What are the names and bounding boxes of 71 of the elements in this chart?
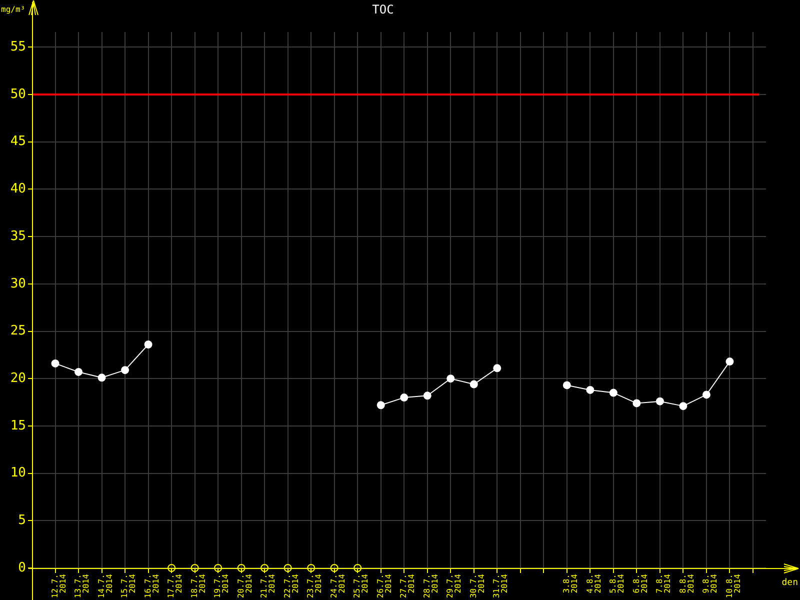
x-axis-title: den — [782, 578, 798, 588]
y-tick-label: 35 — [10, 228, 26, 244]
point — [400, 394, 408, 402]
point — [562, 381, 571, 390]
point — [679, 402, 688, 410]
y-axis-title: mg/m³ — [1, 5, 26, 14]
y-tick-label: 50 — [10, 86, 26, 102]
point — [144, 340, 152, 349]
x-tick-label: 5.8. 2014 — [608, 574, 626, 594]
point — [168, 564, 176, 572]
point — [51, 359, 60, 368]
y-tick-label: 15 — [10, 418, 26, 434]
y-tick-label: 20 — [10, 370, 26, 386]
point — [354, 564, 362, 572]
x-tick-label: 8.8. 2014 — [678, 574, 696, 594]
y-tick-label: 10 — [10, 466, 26, 481]
y-tick-label: 25 — [10, 324, 26, 339]
x-tick-label: 24.7. 2014 — [329, 574, 346, 598]
point — [493, 364, 502, 372]
y-tick-label: 30 — [10, 276, 26, 292]
point — [423, 392, 432, 400]
point — [330, 564, 338, 572]
point — [307, 564, 316, 572]
x-tick-label: 21.7. 2014 — [260, 574, 277, 598]
x-tick-label: 20.7. 2014 — [236, 574, 254, 598]
point — [98, 374, 106, 382]
x-tick-label: 25.7. 2014 — [352, 574, 370, 598]
point — [121, 366, 130, 374]
point — [190, 564, 199, 572]
point — [586, 386, 594, 394]
x-tick-label: 3.8. 2014 — [562, 574, 579, 594]
x-tick-label: 30.7. 2014 — [468, 574, 486, 598]
x-tick-label: 10.8. 2014 — [724, 574, 742, 598]
point — [609, 388, 618, 397]
x-tick-label: 6.8. 2014 — [632, 574, 649, 594]
point — [632, 399, 641, 408]
y-tick-label: 55 — [10, 40, 26, 55]
point — [214, 564, 222, 572]
x-tick-label: 9.8. 2014 — [702, 574, 719, 594]
point — [376, 401, 385, 410]
y-tick-label: 5 — [18, 513, 26, 528]
point — [470, 380, 478, 388]
x-tick-label: 19.7. 2014 — [213, 574, 230, 598]
point — [74, 368, 83, 376]
x-tick-label: 13.7. 2014 — [74, 574, 91, 598]
x-tick-label: 4.8. 2014 — [585, 574, 602, 594]
chart-title: TOC — [372, 2, 394, 16]
point — [237, 564, 246, 572]
x-tick-label: 15.7. 2014 — [120, 574, 138, 598]
x-tick-label: 29.7. 2014 — [446, 574, 463, 598]
x-tick-label: 22.7. 2014 — [282, 574, 300, 598]
x-tick-label: 17.7. 2014 — [166, 574, 184, 598]
x-tick-label: 12.7. 2014 — [50, 574, 68, 598]
x-tick-label: 31.7. 2014 — [492, 574, 510, 598]
x-tick-label: 18.7. 2014 — [190, 574, 207, 598]
x-tick-label: 27.7. 2014 — [399, 574, 416, 598]
x-tick-label: 26.7. 2014 — [376, 574, 393, 598]
x-tick-label: 23.7. 2014 — [306, 574, 324, 598]
x-tick-label: 14.7. 2014 — [96, 574, 114, 598]
y-tick-label: 40 — [10, 182, 26, 197]
x-tick-label: 28.7. 2014 — [422, 574, 440, 598]
y-tick-label: 45 — [10, 134, 26, 150]
point — [702, 390, 710, 399]
point — [656, 397, 664, 406]
point — [284, 564, 292, 572]
point — [446, 374, 455, 383]
point — [260, 564, 269, 572]
point — [726, 358, 734, 366]
y-tick-label: 0 — [18, 560, 26, 576]
x-tick-label: 16.7. 2014 — [143, 574, 160, 598]
x-tick-label: 7.8. 2014 — [655, 574, 672, 594]
